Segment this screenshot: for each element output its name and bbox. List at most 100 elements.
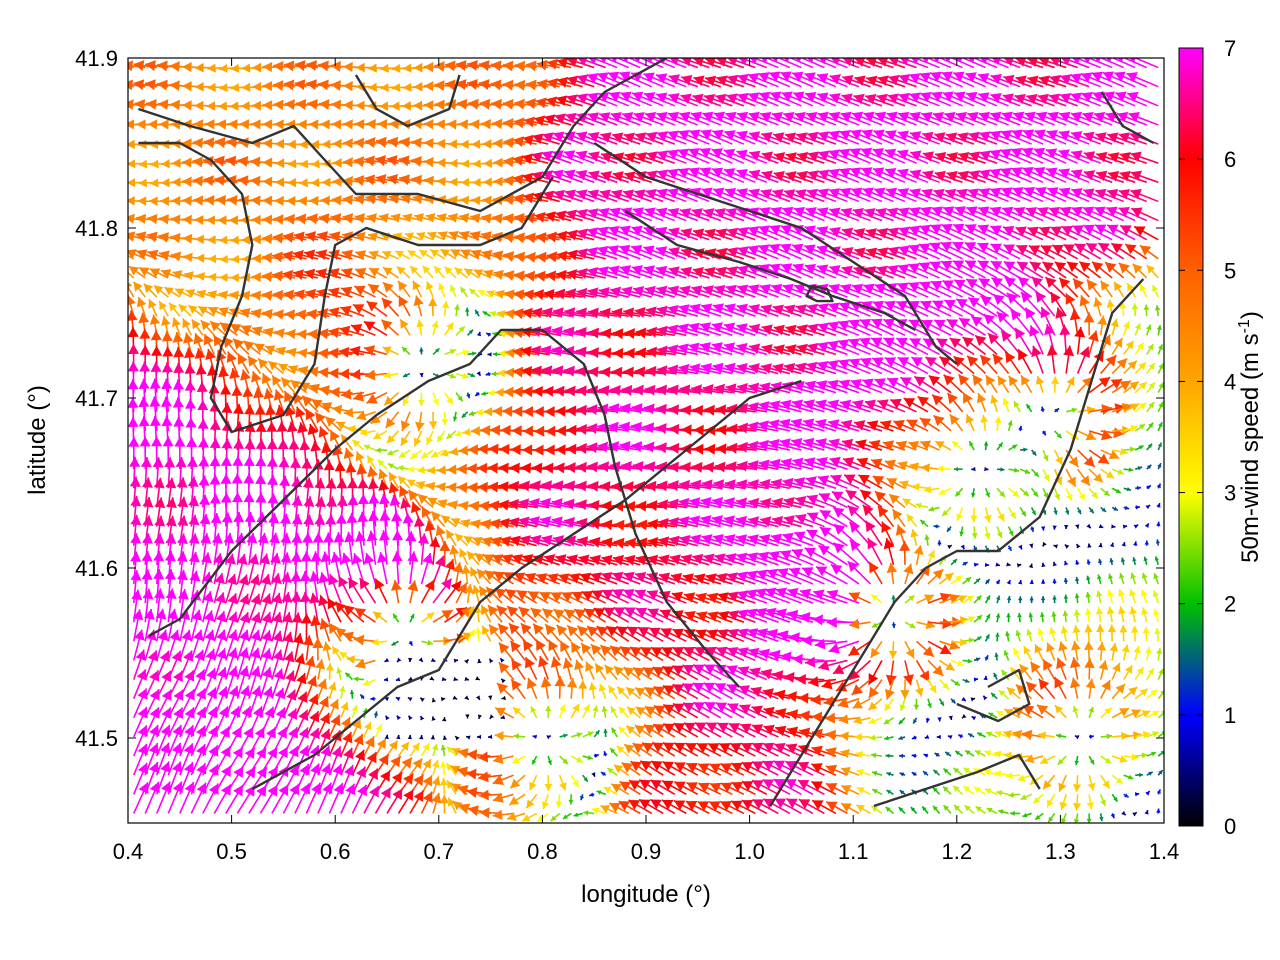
wind-vector-head: [1107, 189, 1119, 200]
wind-vector-head: [188, 514, 200, 526]
wind-vector-head: [343, 138, 353, 149]
wind-vector-head: [244, 438, 256, 450]
wind-vector-head: [157, 79, 168, 91]
wind-vector-head: [577, 58, 588, 66]
wind-vector-head: [481, 213, 492, 224]
wind-vector-head: [251, 234, 261, 245]
wind-vector-head: [509, 462, 520, 474]
wind-vector-head: [997, 375, 1007, 387]
wind-vector-head: [237, 155, 249, 167]
wind-vector-head: [566, 94, 578, 105]
wind-vector-head: [1025, 307, 1036, 320]
wind-vector-field: [115, 58, 1164, 823]
wind-vector-head: [182, 138, 192, 149]
wind-vector-head: [1130, 151, 1142, 163]
wind-vector-head: [215, 194, 226, 206]
wind-vector-head: [945, 188, 957, 200]
wind-vector-head: [1000, 467, 1005, 472]
wind-vector: [800, 58, 825, 69]
wind-vector-head: [467, 79, 478, 90]
wind-vector-head: [456, 482, 468, 494]
wind-vector-head: [785, 171, 797, 182]
wind-vector-head: [702, 111, 714, 123]
wind-vector-head: [805, 92, 817, 103]
wind-vector-head: [165, 533, 177, 544]
wind-vector-head: [299, 159, 309, 169]
wind-vector-head: [956, 58, 963, 63]
wind-vector-head: [255, 473, 267, 484]
wind-vector-head: [910, 131, 922, 142]
wind-vector-head: [425, 213, 436, 223]
wind-vector-head: [1051, 376, 1060, 384]
wind-vector: [1086, 58, 1113, 69]
wind-vector-head: [391, 63, 401, 73]
wind-vector-head: [460, 195, 470, 206]
wind-vector-head: [130, 551, 142, 562]
wind-vector-head: [588, 131, 600, 143]
wind-vector-head: [968, 131, 980, 143]
wind-vector-head: [380, 63, 389, 73]
wind-vector-head: [115, 159, 124, 168]
wind-vector-head: [966, 91, 978, 103]
wind-vector-head: [872, 167, 885, 178]
wind-vector-head: [514, 79, 526, 91]
wind-vector-head: [482, 195, 492, 206]
wind-vector-head: [536, 79, 548, 90]
wind-vector-head: [468, 98, 479, 110]
wind-vector-head: [668, 442, 680, 454]
wind-vector-head: [747, 73, 760, 84]
wind-vector-head: [251, 272, 262, 283]
wind-vector-head: [979, 131, 991, 142]
wind-vector-head: [711, 167, 724, 178]
wind-vector-head: [510, 444, 521, 456]
wind-vector-head: [807, 170, 819, 181]
wind-vector-head: [984, 514, 992, 523]
wind-vector-head: [610, 385, 621, 396]
wind-vector-head: [588, 480, 599, 492]
wind-vector-head: [184, 380, 196, 391]
wind-vector-head: [350, 369, 361, 380]
wind-vector-head: [449, 158, 458, 168]
wind-vector-head: [818, 545, 830, 556]
wind-vector-head: [210, 513, 222, 524]
wind-vector-head: [668, 74, 680, 85]
wind-vector-head: [471, 195, 481, 206]
wind-vector-head: [343, 80, 353, 92]
wind-vector-head: [1008, 375, 1019, 387]
wind-vector-head: [247, 355, 258, 367]
wind-vector-head: [270, 553, 281, 564]
wind-vector-head: [680, 461, 691, 473]
wind-vector-head: [488, 443, 499, 455]
wind-vector-head: [306, 60, 317, 72]
wind-vector-head: [354, 119, 365, 130]
wind-vector-head: [435, 119, 445, 130]
wind-vector-head: [138, 416, 150, 427]
wind-vector-head: [522, 172, 534, 184]
wind-vector-head: [897, 149, 909, 160]
wind-vector-head: [588, 347, 599, 359]
wind-vector-head: [309, 195, 319, 206]
wind-vector-head: [207, 235, 216, 245]
wind-vector-head: [646, 326, 658, 338]
wind-vector-head: [128, 60, 134, 72]
wind-vector-head: [201, 552, 212, 564]
wind-vector-head: [165, 477, 177, 489]
wind-vector-head: [263, 388, 275, 400]
wind-vector-head: [279, 475, 291, 486]
wind-vector-head: [503, 194, 514, 206]
wind-vector-head: [128, 416, 139, 428]
wind-vector-head: [128, 139, 135, 150]
wind-vector-head: [806, 111, 818, 123]
wind-vector-head: [302, 532, 314, 543]
wind-vector-head: [161, 178, 170, 188]
wind-vector-head: [241, 235, 250, 245]
wind-vector-head: [182, 214, 192, 225]
wind-vector-head: [492, 406, 503, 417]
wind-vector-head: [1033, 147, 1046, 159]
wind-vector-head: [257, 532, 269, 544]
wind-vector-head: [449, 177, 458, 187]
wind-vector-head: [773, 152, 786, 163]
wind-vector-head: [334, 461, 346, 472]
wind-vector: [1074, 58, 1101, 69]
wind-vector-head: [1022, 147, 1034, 158]
